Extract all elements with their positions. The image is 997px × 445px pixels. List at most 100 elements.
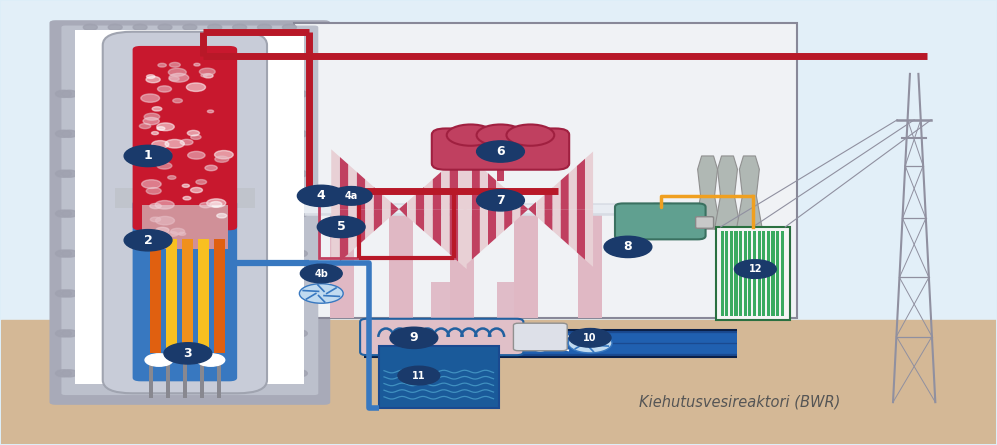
Polygon shape (391, 209, 399, 217)
Circle shape (164, 343, 211, 364)
Bar (735, 231, 738, 316)
Circle shape (147, 75, 155, 78)
Circle shape (285, 290, 301, 297)
Circle shape (150, 203, 162, 209)
Circle shape (56, 130, 72, 138)
Circle shape (207, 24, 221, 30)
Circle shape (156, 201, 174, 209)
Polygon shape (450, 157, 459, 209)
Polygon shape (357, 209, 365, 247)
Circle shape (62, 130, 78, 138)
FancyBboxPatch shape (615, 203, 706, 239)
Bar (330, 211, 354, 318)
Circle shape (142, 180, 162, 188)
Polygon shape (512, 195, 520, 209)
Circle shape (151, 217, 161, 222)
Circle shape (257, 35, 271, 41)
Bar (744, 231, 747, 316)
Polygon shape (737, 156, 763, 229)
Circle shape (143, 117, 160, 125)
Circle shape (167, 232, 177, 236)
Bar (149, 357, 153, 398)
Circle shape (190, 135, 201, 139)
Polygon shape (497, 180, 504, 209)
Polygon shape (480, 209, 488, 252)
Polygon shape (488, 209, 497, 245)
Text: 10: 10 (583, 333, 597, 343)
Circle shape (291, 90, 307, 97)
Circle shape (170, 228, 184, 235)
Bar (142, 205, 228, 249)
Circle shape (62, 250, 78, 257)
Circle shape (199, 202, 211, 208)
Polygon shape (425, 209, 433, 239)
Circle shape (285, 250, 301, 257)
Circle shape (180, 139, 193, 145)
Circle shape (195, 180, 206, 184)
Polygon shape (459, 150, 467, 209)
Bar (213, 239, 224, 353)
Bar (753, 231, 756, 316)
Circle shape (182, 35, 196, 41)
Circle shape (390, 327, 438, 348)
Polygon shape (442, 209, 450, 254)
Circle shape (166, 139, 184, 148)
Bar (767, 231, 770, 316)
Bar (721, 231, 724, 316)
Circle shape (158, 24, 171, 30)
Polygon shape (715, 156, 741, 229)
Bar (758, 231, 761, 316)
Bar (739, 231, 742, 316)
Bar (294, 23, 798, 318)
Polygon shape (695, 156, 721, 229)
Text: 9: 9 (410, 332, 418, 344)
Polygon shape (504, 187, 512, 209)
Polygon shape (552, 180, 560, 209)
Polygon shape (442, 164, 450, 209)
Polygon shape (416, 209, 425, 232)
Circle shape (156, 216, 174, 225)
Circle shape (568, 333, 612, 353)
Bar (389, 211, 413, 318)
Polygon shape (340, 157, 348, 209)
Polygon shape (374, 209, 382, 232)
Polygon shape (450, 209, 459, 262)
Polygon shape (497, 209, 504, 238)
Text: 4a: 4a (345, 191, 358, 201)
FancyBboxPatch shape (62, 25, 318, 395)
Polygon shape (331, 209, 340, 269)
Polygon shape (391, 202, 399, 209)
Circle shape (152, 141, 168, 148)
Circle shape (146, 77, 161, 83)
Polygon shape (585, 209, 593, 267)
Circle shape (187, 130, 199, 136)
Polygon shape (528, 202, 536, 209)
Circle shape (56, 330, 72, 337)
Polygon shape (480, 166, 488, 209)
Bar (199, 357, 203, 398)
Bar (725, 231, 729, 316)
Bar (181, 239, 192, 353)
Circle shape (158, 162, 171, 169)
Bar (514, 211, 538, 318)
Circle shape (156, 237, 162, 240)
Circle shape (186, 83, 205, 91)
Text: 12: 12 (749, 264, 762, 274)
Bar (166, 239, 176, 353)
Circle shape (291, 130, 307, 138)
Circle shape (330, 186, 372, 205)
Circle shape (167, 176, 175, 179)
Circle shape (291, 170, 307, 177)
Circle shape (172, 98, 182, 103)
Circle shape (477, 125, 524, 146)
Polygon shape (577, 159, 585, 209)
Circle shape (203, 73, 213, 78)
Bar (216, 357, 220, 398)
Circle shape (125, 146, 171, 166)
Polygon shape (472, 209, 480, 259)
Circle shape (299, 284, 343, 303)
Circle shape (282, 35, 296, 41)
Polygon shape (512, 209, 520, 223)
Circle shape (317, 216, 365, 238)
Polygon shape (504, 209, 512, 231)
